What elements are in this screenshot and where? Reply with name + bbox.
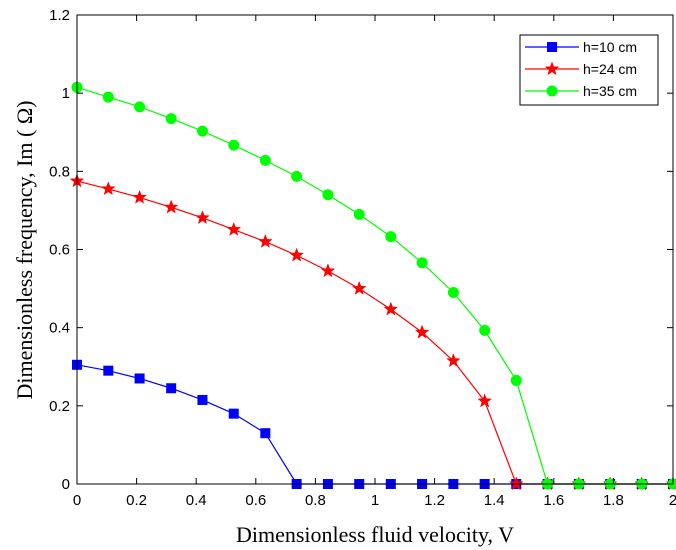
- data-point-h-24-cm: [257, 233, 273, 248]
- legend: h=10 cm h=24 cm h=35 cm: [519, 34, 659, 106]
- x-tick-label: 1.6: [543, 492, 564, 509]
- data-point-h-24-cm: [100, 181, 116, 196]
- data-point-h-35-cm: [165, 113, 177, 125]
- data-point-h-35-cm: [353, 208, 365, 220]
- data-point-h-24-cm: [508, 476, 524, 491]
- data-point-h-24-cm: [195, 210, 210, 225]
- y-tick-label: 0.8: [49, 163, 70, 180]
- x-tick-label: 1.2: [424, 492, 445, 509]
- legend-entry-h-35-cm: h=35 cm: [525, 83, 637, 99]
- data-point-h-24-cm: [383, 301, 399, 316]
- data-point-h-10-cm: [197, 394, 208, 405]
- x-axis-title: Dimensionless fluid velocity, V: [236, 522, 514, 547]
- data-point-h-24-cm: [477, 393, 493, 408]
- legend-label: h=35 cm: [583, 83, 637, 99]
- ticks-layer: 0 0.2 0.4 0.6 0.8 1 1.2 1.4 1.6 1.8 2 0 0.2 0.4 0.6 0.8…: [49, 7, 676, 509]
- data-point-h-35-cm: [416, 257, 428, 269]
- y-tick-label: 1.2: [49, 7, 70, 24]
- data-point-h-35-cm: [102, 91, 114, 103]
- y-tick-label: 0.4: [49, 320, 70, 337]
- legend-marker: [544, 61, 560, 76]
- legend-marker: [546, 85, 558, 97]
- y-axis-title: Dimensionless frequency, Im ( Ω): [12, 100, 37, 399]
- data-point-h-24-cm: [446, 353, 461, 368]
- legend-label: h=10 cm: [583, 39, 637, 55]
- data-point-h-10-cm: [103, 365, 114, 376]
- data-point-h-10-cm: [134, 373, 145, 384]
- data-point-h-35-cm: [322, 189, 334, 201]
- data-point-h-10-cm: [228, 408, 239, 419]
- data-point-h-24-cm: [226, 221, 242, 236]
- x-tick-label: 2: [669, 492, 676, 509]
- data-point-h-35-cm: [134, 101, 146, 113]
- data-point-h-10-cm: [260, 428, 271, 439]
- legend-label: h=24 cm: [583, 61, 637, 77]
- x-tick-label: 1.8: [603, 492, 624, 509]
- y-tick-label: 1: [62, 85, 70, 102]
- data-point-h-10-cm: [166, 383, 177, 394]
- x-tick-label: 0.4: [186, 492, 207, 509]
- data-point-h-35-cm: [385, 231, 397, 243]
- legend-marker: [547, 42, 557, 52]
- x-tick-label: 1.4: [484, 492, 505, 509]
- data-point-h-35-cm: [291, 170, 303, 182]
- data-point-h-35-cm: [259, 154, 271, 166]
- data-point-h-24-cm: [132, 189, 147, 204]
- legend-entry-h-24-cm: h=24 cm: [525, 61, 637, 77]
- x-tick-label: 0.2: [126, 492, 147, 509]
- data-point-h-24-cm: [414, 324, 430, 339]
- data-point-h-24-cm: [320, 263, 336, 278]
- x-tick-label: 0: [73, 492, 81, 509]
- data-point-h-35-cm: [228, 139, 240, 151]
- y-tick-label: 0.6: [49, 242, 70, 259]
- y-tick-label: 0.2: [49, 398, 70, 415]
- data-point-h-35-cm: [447, 286, 459, 298]
- legend-entries: h=10 cm h=24 cm h=35 cm: [525, 39, 637, 99]
- data-point-h-24-cm: [163, 199, 179, 214]
- data-point-h-35-cm: [510, 374, 522, 386]
- x-tick-label: 1: [371, 492, 379, 509]
- data-point-h-24-cm: [351, 280, 367, 295]
- data-point-h-35-cm: [479, 324, 491, 336]
- x-tick-label: 0.6: [245, 492, 266, 509]
- x-tick-label: 0.8: [305, 492, 326, 509]
- data-point-h-35-cm: [196, 125, 208, 137]
- data-point-h-24-cm: [289, 247, 304, 262]
- legend-entry-h-10-cm: h=10 cm: [525, 39, 637, 55]
- y-tick-label: 0: [62, 476, 70, 493]
